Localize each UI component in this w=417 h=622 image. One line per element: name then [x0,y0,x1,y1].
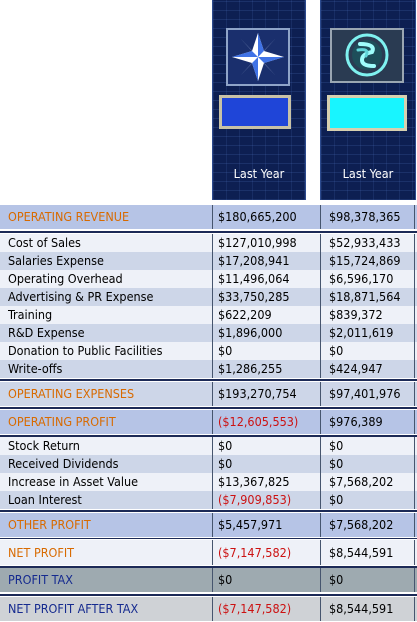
table-row: R&D Expense $1,896,000 $2,011,619 [0,324,417,342]
row-value-1: $17,208,941 [212,252,320,270]
table-row: Stock Return $0 $0 [0,437,417,455]
row-label: OPERATING PROFIT [8,414,116,429]
row-value-2: $18,871,564 [320,288,415,306]
table-row: Salaries Expense $17,208,941 $15,724,869 [0,252,417,270]
table-row: Increase in Asset Value $13,367,825 $7,5… [0,473,417,491]
row-profit-tax: PROFIT TAX $0 $0 [0,568,417,592]
row-label: Cost of Sales [8,235,81,250]
column-header-1: Last Year [233,166,285,181]
divider [0,510,417,512]
row-value-2: $8,544,591 [320,597,415,621]
row-label: Increase in Asset Value [8,474,139,489]
row-value-1: $11,496,064 [212,270,320,288]
row-label: NET PROFIT AFTER TAX [8,601,139,616]
row-net-profit: NET PROFIT ($7,147,582) $8,544,591 [0,540,417,565]
row-value-1: $0 [212,342,320,360]
row-label: OTHER PROFIT [8,517,91,532]
row-value-1: $5,457,971 [212,513,320,537]
row-label: Stock Return [8,438,80,453]
row-value-1: $1,286,255 [212,360,320,378]
row-value-2: $7,568,202 [320,513,415,537]
row-value-2: $15,724,869 [320,252,415,270]
table-row: Operating Overhead $11,496,064 $6,596,17… [0,270,417,288]
row-value-1: $180,665,200 [212,205,320,229]
row-other-profit: OTHER PROFIT $5,457,971 $7,568,202 [0,513,417,537]
row-value-1: ($7,147,582) [212,540,320,565]
table-row: Cost of Sales $127,010,998 $52,933,433 [0,234,417,252]
row-value-1: $127,010,998 [212,234,320,252]
divider [0,538,417,539]
white-blue-diamond-icon [226,28,290,86]
divider [0,435,417,437]
header-area: Last Year Last Year [0,0,417,200]
table-row: Donation to Public Facilities $0 $0 [0,342,417,360]
row-value-1: $13,367,825 [212,473,320,491]
row-value-1: $1,896,000 [212,324,320,342]
row-label: PROFIT TAX [8,572,73,587]
row-value-1: ($7,909,853) [212,491,320,509]
row-value-2: $0 [320,437,415,455]
row-operating-revenue: OPERATING REVENUE $180,665,200 $98,378,3… [0,205,417,229]
row-label: R&D Expense [8,325,85,340]
row-value-2: $0 [320,491,415,509]
divider [0,566,417,568]
row-value-1: ($7,147,582) [212,597,320,621]
divider [0,379,417,381]
row-value-2: $424,947 [320,360,415,378]
row-value-2: $0 [320,568,415,592]
company-color-swatch-1 [219,95,291,129]
row-label: Salaries Expense [8,253,104,268]
column-header-2: Last Year [342,166,394,181]
row-net-profit-after-tax: NET PROFIT AFTER TAX ($7,147,582) $8,544… [0,597,417,621]
company-column-header-2: Last Year [320,0,416,200]
divider [0,407,417,409]
divider [0,594,417,596]
row-value-2: $839,372 [320,306,415,324]
row-value-1: $193,270,754 [212,382,320,406]
divider [0,231,417,233]
table-row: Training $622,209 $839,372 [0,306,417,324]
table-row: Loan Interest ($7,909,853) $0 [0,491,417,509]
row-value-1: $622,209 [212,306,320,324]
row-value-2: $2,011,619 [320,324,415,342]
row-value-2: $976,389 [320,410,415,434]
row-value-2: $6,596,170 [320,270,415,288]
row-label: Advertising & PR Expense [8,289,154,304]
row-value-1: ($12,605,553) [212,410,320,434]
row-operating-profit: OPERATING PROFIT ($12,605,553) $976,389 [0,410,417,434]
row-value-2: $7,568,202 [320,473,415,491]
row-value-2: $98,378,365 [320,205,415,229]
row-label: OPERATING EXPENSES [8,386,135,401]
table-row: Received Dividends $0 $0 [0,455,417,473]
row-value-1: $33,750,285 [212,288,320,306]
row-label: Loan Interest [8,492,82,507]
row-value-1: $0 [212,455,320,473]
company-color-swatch-2 [327,95,407,131]
row-label: NET PROFIT [8,545,75,560]
teal-globe-sphere-icon [330,28,404,83]
row-operating-expenses: OPERATING EXPENSES $193,270,754 $97,401,… [0,382,417,406]
row-label: Donation to Public Facilities [8,343,163,358]
row-label: Training [8,307,53,322]
row-value-2: $52,933,433 [320,234,415,252]
row-value-2: $0 [320,455,415,473]
row-value-1: $0 [212,437,320,455]
row-label: Received Dividends [8,456,119,471]
table-row: Advertising & PR Expense $33,750,285 $18… [0,288,417,306]
row-value-2: $97,401,976 [320,382,415,406]
company-column-header-1: Last Year [212,0,306,200]
row-label: OPERATING REVENUE [8,209,130,224]
row-label: Write-offs [8,361,63,376]
row-value-2: $8,544,591 [320,540,415,565]
table-row: Write-offs $1,286,255 $424,947 [0,360,417,378]
row-value-1: $0 [212,568,320,592]
row-value-2: $0 [320,342,415,360]
row-label: Operating Overhead [8,271,123,286]
